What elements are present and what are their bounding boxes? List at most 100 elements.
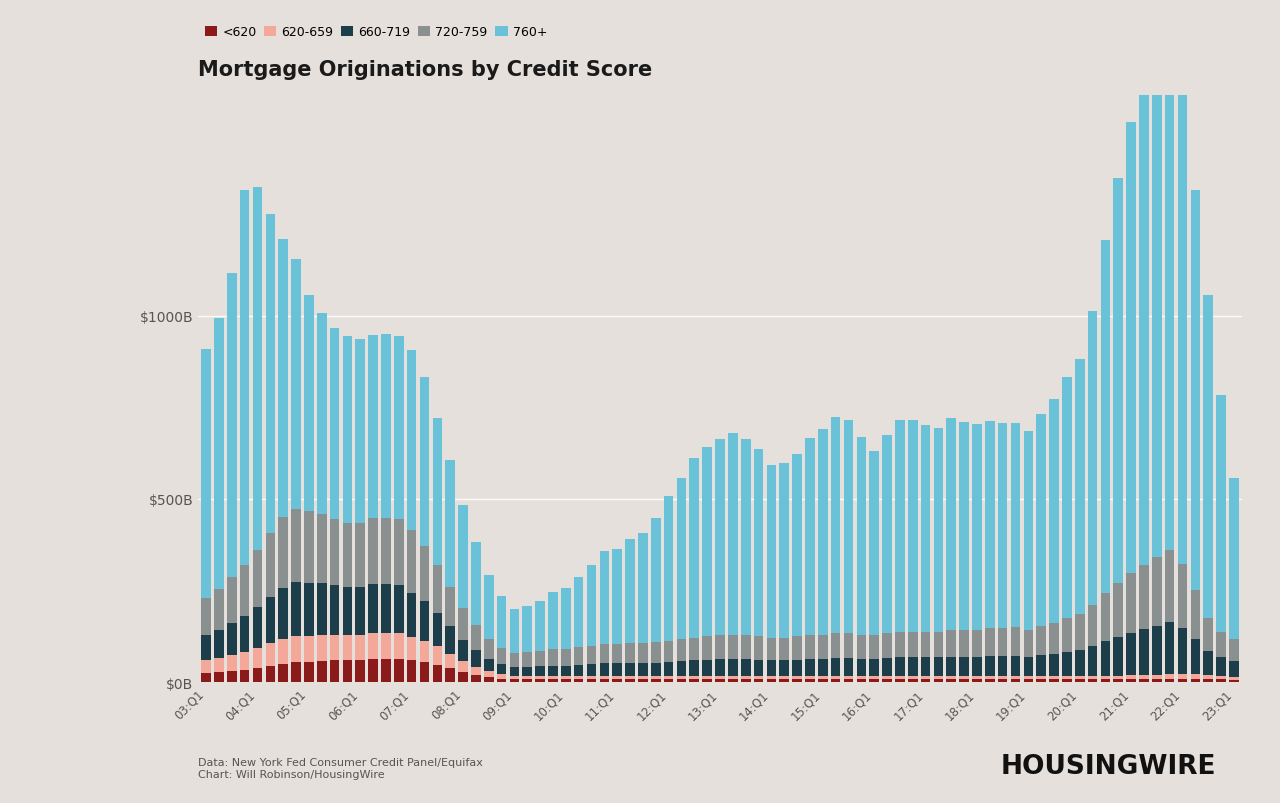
Bar — [1062, 377, 1071, 618]
Bar — [908, 658, 918, 676]
Bar — [754, 676, 763, 679]
Bar — [805, 659, 815, 676]
Bar — [227, 273, 237, 577]
Bar — [639, 679, 648, 683]
Bar — [227, 623, 237, 655]
Bar — [1126, 633, 1135, 675]
Bar — [1088, 605, 1097, 646]
Bar — [561, 666, 571, 676]
Bar — [458, 640, 468, 662]
Bar — [998, 424, 1007, 628]
Bar — [677, 676, 686, 679]
Bar — [818, 635, 828, 659]
Bar — [509, 667, 520, 676]
Legend: <620, 620-659, 660-719, 720-759, 760+: <620, 620-659, 660-719, 720-759, 760+ — [205, 26, 547, 39]
Bar — [1075, 676, 1084, 679]
Bar — [369, 585, 378, 633]
Bar — [1050, 399, 1059, 623]
Bar — [972, 657, 982, 676]
Bar — [625, 679, 635, 683]
Bar — [484, 639, 494, 659]
Bar — [612, 645, 622, 663]
Bar — [831, 658, 841, 676]
Bar — [497, 597, 507, 648]
Text: Data: New York Fed Consumer Credit Panel/Equifax
Chart: Will Robinson/HousingWir: Data: New York Fed Consumer Credit Panel… — [198, 757, 484, 779]
Bar — [703, 637, 712, 660]
Bar — [548, 666, 558, 676]
Bar — [484, 659, 494, 671]
Bar — [1152, 675, 1162, 679]
Bar — [933, 632, 943, 658]
Bar — [330, 585, 339, 635]
Bar — [986, 656, 995, 676]
Bar — [433, 613, 442, 646]
Bar — [535, 666, 545, 676]
Text: Mortgage Originations by Credit Score: Mortgage Originations by Credit Score — [198, 60, 653, 80]
Bar — [239, 652, 250, 670]
Bar — [305, 662, 314, 683]
Bar — [381, 585, 390, 633]
Bar — [986, 676, 995, 679]
Bar — [856, 659, 867, 676]
Bar — [895, 632, 905, 658]
Bar — [652, 518, 660, 642]
Bar — [780, 464, 788, 638]
Bar — [1165, 622, 1175, 674]
Bar — [1114, 679, 1123, 683]
Bar — [1024, 676, 1033, 679]
Bar — [535, 601, 545, 651]
Bar — [792, 454, 801, 637]
Bar — [317, 515, 326, 584]
Bar — [1088, 679, 1097, 683]
Bar — [703, 660, 712, 676]
Bar — [1203, 651, 1213, 675]
Bar — [497, 679, 507, 683]
Bar — [369, 519, 378, 585]
Bar — [278, 664, 288, 683]
Bar — [265, 214, 275, 533]
Bar — [716, 636, 724, 659]
Bar — [831, 676, 841, 679]
Bar — [716, 679, 724, 683]
Bar — [1178, 679, 1188, 683]
Bar — [522, 667, 532, 676]
Bar — [1126, 573, 1135, 633]
Bar — [895, 679, 905, 683]
Bar — [844, 658, 854, 676]
Bar — [805, 635, 815, 659]
Bar — [292, 509, 301, 582]
Bar — [844, 676, 854, 679]
Bar — [1178, 674, 1188, 679]
Bar — [869, 676, 879, 679]
Bar — [1075, 614, 1084, 650]
Bar — [497, 664, 507, 675]
Bar — [265, 533, 275, 597]
Bar — [754, 679, 763, 683]
Bar — [573, 578, 584, 647]
Bar — [201, 674, 211, 683]
Bar — [1190, 639, 1201, 674]
Bar — [1062, 676, 1071, 679]
Bar — [471, 650, 481, 667]
Bar — [420, 641, 429, 662]
Bar — [445, 654, 454, 669]
Bar — [458, 672, 468, 683]
Bar — [394, 633, 403, 658]
Bar — [780, 661, 788, 676]
Bar — [343, 660, 352, 683]
Bar — [1075, 360, 1084, 614]
Bar — [445, 461, 454, 587]
Bar — [1088, 646, 1097, 676]
Bar — [1024, 679, 1033, 683]
Bar — [201, 598, 211, 635]
Bar — [239, 670, 250, 683]
Bar — [343, 587, 352, 635]
Bar — [586, 679, 596, 683]
Bar — [690, 679, 699, 683]
Bar — [652, 642, 660, 662]
Bar — [1024, 657, 1033, 676]
Bar — [381, 658, 390, 683]
Bar — [317, 313, 326, 515]
Bar — [1152, 557, 1162, 626]
Bar — [305, 636, 314, 662]
